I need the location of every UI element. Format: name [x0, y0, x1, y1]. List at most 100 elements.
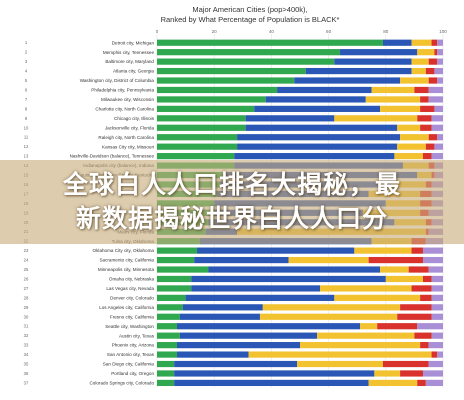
- bar-segment: [400, 304, 432, 311]
- bar-segment: [417, 115, 432, 122]
- bar-segment: [437, 77, 443, 84]
- bar-segment: [431, 153, 443, 160]
- bar-segment: [400, 77, 429, 84]
- bar-segment: [157, 143, 238, 150]
- x-tick-label: 0: [156, 29, 159, 34]
- bar-segment: [420, 105, 435, 112]
- bar-segment: [334, 58, 412, 65]
- bar-segment: [300, 342, 421, 349]
- category-label: Philadelphia city, Pennsylvania: [91, 88, 154, 93]
- rank-label: 9: [25, 116, 28, 121]
- rank-label: 27: [24, 286, 29, 291]
- rank-label: 3: [25, 59, 28, 64]
- rank-label: 29: [24, 305, 29, 310]
- rank-label: 31: [24, 324, 29, 329]
- bar-segment: [157, 247, 198, 254]
- bar-segment: [374, 370, 401, 377]
- bar-segment: [431, 39, 438, 46]
- chart-title-line-1: Major American Cities (pop>400k),: [192, 5, 307, 14]
- bar-segment: [157, 379, 175, 387]
- bar-segment: [425, 67, 435, 75]
- category-label: Memphis city, Tennessee: [103, 50, 155, 55]
- x-tick-label: 40: [269, 29, 275, 34]
- bar-segment: [262, 304, 401, 311]
- bar-segment: [157, 351, 178, 358]
- bar-segment: [437, 351, 443, 358]
- rank-label: 2: [25, 50, 28, 55]
- rank-label: 4: [25, 69, 28, 74]
- category-label: Fresno city, California: [110, 314, 155, 319]
- x-tick-label: 80: [383, 29, 389, 34]
- bar-segment: [208, 266, 381, 273]
- bar-segment: [431, 115, 443, 122]
- bar-segment: [157, 58, 335, 65]
- bar-segment: [425, 143, 435, 150]
- bar-segment: [437, 39, 443, 46]
- rank-label: 37: [24, 380, 29, 385]
- bar-segment: [157, 67, 306, 75]
- bar-segment: [177, 342, 300, 349]
- category-label: Milwaukee city, Wisconsin: [101, 97, 154, 102]
- bar-segment: [360, 323, 378, 330]
- category-label: Charlotte city, North Carolina: [95, 106, 154, 111]
- bar-segment: [334, 294, 421, 301]
- bar-segment: [265, 96, 366, 103]
- rank-label: 1: [25, 40, 28, 45]
- bar-segment: [248, 351, 432, 358]
- bar-segment: [411, 58, 429, 65]
- bar-segment: [237, 134, 401, 141]
- bar-segment: [428, 96, 443, 103]
- bar-segment: [194, 256, 289, 264]
- bar-segment: [177, 351, 249, 358]
- category-label: Omaha city, Nebraska: [109, 277, 155, 282]
- bar-segment: [400, 370, 423, 377]
- bar-segment: [197, 247, 355, 254]
- bar-segment: [397, 124, 421, 131]
- bar-segment: [157, 115, 246, 122]
- bar-segment: [428, 134, 438, 141]
- category-label: Sacramento city, California: [99, 258, 154, 263]
- rank-label: 32: [24, 333, 29, 338]
- bar-segment: [179, 313, 260, 320]
- bar-segment: [420, 96, 429, 103]
- bar-segment: [397, 313, 432, 320]
- bar-segment: [157, 39, 383, 46]
- category-label: Detroit city, Michigan: [112, 40, 155, 45]
- bar-segment: [177, 323, 361, 330]
- category-label: Phoenix city, Arizona: [112, 343, 155, 348]
- category-label: San Antonio city, Texas: [107, 352, 155, 357]
- category-label: Nashville-Davidson (balance), Tennessee: [70, 154, 155, 159]
- bar-segment: [182, 304, 263, 311]
- bar-segment: [185, 294, 335, 301]
- bar-segment: [417, 49, 435, 56]
- category-label: San Diego city, California: [103, 362, 155, 367]
- bar-segment: [408, 266, 429, 273]
- bar-segment: [157, 285, 192, 292]
- x-tick-label: 20: [212, 29, 218, 34]
- bar-segment: [431, 294, 443, 301]
- x-tick-label: 100: [439, 29, 447, 34]
- bar-segment: [245, 115, 335, 122]
- bar-segment: [340, 49, 418, 56]
- bar-segment: [428, 360, 443, 368]
- bar-segment: [157, 105, 255, 112]
- overlay-banner: 全球白人人口排名大揭秘，最 新数据揭秘世界白人人口分: [0, 160, 464, 244]
- bar-segment: [234, 153, 395, 160]
- bar-segment: [245, 124, 398, 131]
- category-label: Atlanta city, Georgia: [113, 69, 154, 74]
- bar-segment: [157, 153, 235, 160]
- bar-segment: [417, 323, 443, 330]
- x-tick-label: 60: [326, 29, 332, 34]
- bar-segment: [157, 304, 183, 311]
- bar-segment: [411, 67, 426, 75]
- bar-segment: [417, 379, 426, 387]
- bar-segment: [237, 143, 398, 150]
- rank-label: 25: [24, 267, 29, 272]
- bar-segment: [431, 124, 443, 131]
- bar-segment: [368, 256, 423, 264]
- bar-segment: [422, 153, 432, 160]
- rank-label: 24: [24, 258, 29, 263]
- bar-segment: [157, 256, 195, 264]
- bar-segment: [157, 124, 246, 131]
- category-label: Portland city, Oregon: [111, 371, 154, 376]
